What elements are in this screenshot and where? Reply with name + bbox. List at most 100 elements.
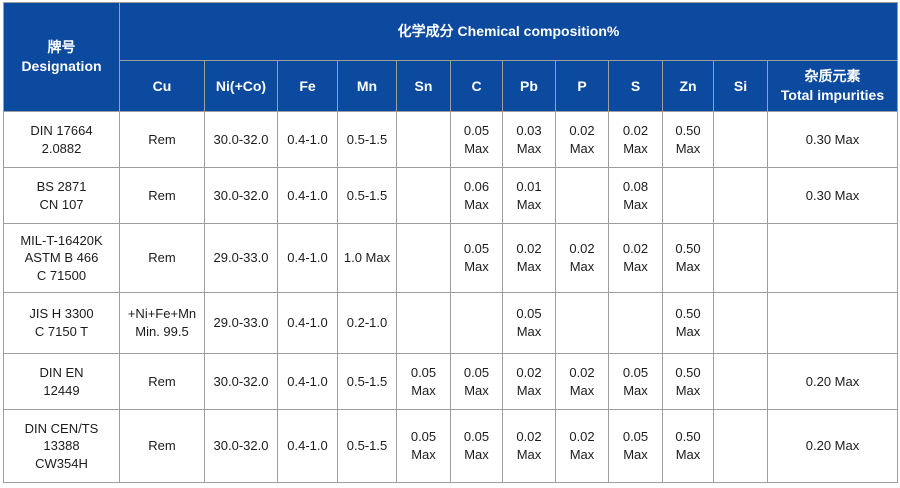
col-header-c: C	[450, 60, 503, 112]
value-cell-si	[713, 353, 768, 410]
value-cell-ni: 30.0-32.0	[204, 353, 278, 410]
value-cell-si	[713, 223, 768, 293]
value-cell-mn: 0.5-1.5	[337, 353, 397, 410]
value-cell-c: 0.05 Max	[450, 223, 503, 293]
value-cell-cu: Rem	[119, 167, 205, 224]
table-row: JIS H 3300 C 7150 T +Ni+Fe+Mn Min. 99.5 …	[3, 292, 899, 354]
chemical-composition-table: 牌号 Designation 化学成分 Chemical composition…	[3, 2, 899, 483]
table-body: DIN 17664 2.0882 Rem 30.0-32.0 0.4-1.0 0…	[3, 111, 899, 483]
value-cell-s: 0.05 Max	[608, 353, 663, 410]
col-header-sn: Sn	[396, 60, 451, 112]
value-cell-impurities: 0.20 Max	[766, 409, 899, 483]
value-cell-impurities: 0.30 Max	[766, 167, 899, 224]
col-header-pb: Pb	[502, 60, 556, 112]
value-cell-pb: 0.05 Max	[502, 292, 556, 354]
value-cell-si	[713, 409, 768, 483]
value-cell-fe: 0.4-1.0	[277, 409, 338, 483]
value-cell-sn	[396, 292, 451, 354]
value-cell-c: 0.06 Max	[450, 167, 503, 224]
col-header-cu: Cu	[119, 60, 205, 112]
value-cell-mn: 0.5-1.5	[337, 167, 397, 224]
value-cell-cu: Rem	[119, 111, 205, 168]
value-cell-impurities: 0.20 Max	[766, 353, 899, 410]
value-cell-sn	[396, 111, 451, 168]
designation-cell: BS 2871 CN 107	[3, 167, 120, 224]
value-cell-zn: 0.50 Max	[662, 353, 714, 410]
table-row: MIL-T-16420K ASTM B 466 C 71500 Rem 29.0…	[3, 223, 899, 293]
table-row: DIN CEN/TS 13388 CW354H Rem 30.0-32.0 0.…	[3, 409, 899, 483]
value-cell-cu: +Ni+Fe+Mn Min. 99.5	[119, 292, 205, 354]
col-header-fe: Fe	[277, 60, 338, 112]
header-row-elements: Cu Ni(+Co) Fe Mn Sn C Pb P S Zn Si 杂质元素 …	[4, 60, 899, 112]
value-cell-pb: 0.02 Max	[502, 223, 556, 293]
value-cell-impurities	[766, 223, 899, 293]
value-cell-pb: 0.01 Max	[502, 167, 556, 224]
value-cell-sn	[396, 167, 451, 224]
table-row: DIN EN 12449 Rem 30.0-32.0 0.4-1.0 0.5-1…	[3, 353, 899, 410]
value-cell-zn: 0.50 Max	[662, 223, 714, 293]
designation-cell: MIL-T-16420K ASTM B 466 C 71500	[3, 223, 120, 293]
value-cell-mn: 0.5-1.5	[337, 111, 397, 168]
designation-cell: JIS H 3300 C 7150 T	[3, 292, 120, 354]
value-cell-s: 0.08 Max	[608, 167, 663, 224]
value-cell-p: 0.02 Max	[555, 223, 609, 293]
value-cell-c: 0.05 Max	[450, 353, 503, 410]
value-cell-sn: 0.05 Max	[396, 409, 451, 483]
value-cell-si	[713, 292, 768, 354]
value-cell-ni: 30.0-32.0	[204, 111, 278, 168]
value-cell-ni: 30.0-32.0	[204, 167, 278, 224]
value-cell-mn: 0.2-1.0	[337, 292, 397, 354]
value-cell-zn: 0.50 Max	[662, 111, 714, 168]
value-cell-c: 0.05 Max	[450, 111, 503, 168]
value-cell-sn	[396, 223, 451, 293]
col-header-mn: Mn	[337, 60, 397, 112]
value-cell-fe: 0.4-1.0	[277, 111, 338, 168]
value-cell-impurities	[766, 292, 899, 354]
value-cell-ni: 30.0-32.0	[204, 409, 278, 483]
value-cell-s: 0.02 Max	[608, 111, 663, 168]
value-cell-cu: Rem	[119, 223, 205, 293]
table-row: DIN 17664 2.0882 Rem 30.0-32.0 0.4-1.0 0…	[3, 111, 899, 168]
value-cell-s: 0.05 Max	[608, 409, 663, 483]
value-cell-si	[713, 167, 768, 224]
value-cell-pb: 0.02 Max	[502, 409, 556, 483]
value-cell-fe: 0.4-1.0	[277, 167, 338, 224]
value-cell-cu: Rem	[119, 353, 205, 410]
designation-header: 牌号 Designation	[3, 2, 120, 112]
value-cell-c	[450, 292, 503, 354]
value-cell-mn: 1.0 Max	[337, 223, 397, 293]
designation-cell: DIN EN 12449	[3, 353, 120, 410]
value-cell-fe: 0.4-1.0	[277, 223, 338, 293]
value-cell-ni: 29.0-33.0	[204, 292, 278, 354]
designation-cell: DIN CEN/TS 13388 CW354H	[3, 409, 120, 483]
value-cell-p: 0.02 Max	[555, 111, 609, 168]
table-row: BS 2871 CN 107 Rem 30.0-32.0 0.4-1.0 0.5…	[3, 167, 899, 224]
value-cell-c: 0.05 Max	[450, 409, 503, 483]
value-cell-sn: 0.05 Max	[396, 353, 451, 410]
value-cell-zn	[662, 167, 714, 224]
col-header-s: S	[608, 60, 663, 112]
col-header-ni: Ni(+Co)	[204, 60, 278, 112]
value-cell-p	[555, 167, 609, 224]
value-cell-p: 0.02 Max	[555, 353, 609, 410]
designation-cell: DIN 17664 2.0882	[3, 111, 120, 168]
table-header: 牌号 Designation 化学成分 Chemical composition…	[3, 2, 899, 112]
value-cell-ni: 29.0-33.0	[204, 223, 278, 293]
value-cell-p	[555, 292, 609, 354]
value-cell-cu: Rem	[119, 409, 205, 483]
value-cell-impurities: 0.30 Max	[766, 111, 899, 168]
composition-title: 化学成分 Chemical composition%	[118, 2, 899, 61]
value-cell-si	[713, 111, 768, 168]
value-cell-p: 0.02 Max	[555, 409, 609, 483]
value-cell-fe: 0.4-1.0	[277, 353, 338, 410]
value-cell-mn: 0.5-1.5	[337, 409, 397, 483]
col-header-p: P	[555, 60, 609, 112]
value-cell-pb: 0.02 Max	[502, 353, 556, 410]
col-header-zn: Zn	[662, 60, 714, 112]
value-cell-zn: 0.50 Max	[662, 409, 714, 483]
header-row-title: 牌号 Designation 化学成分 Chemical composition…	[3, 2, 899, 112]
value-cell-s	[608, 292, 663, 354]
value-cell-fe: 0.4-1.0	[277, 292, 338, 354]
col-header-si: Si	[713, 60, 768, 112]
value-cell-s: 0.02 Max	[608, 223, 663, 293]
